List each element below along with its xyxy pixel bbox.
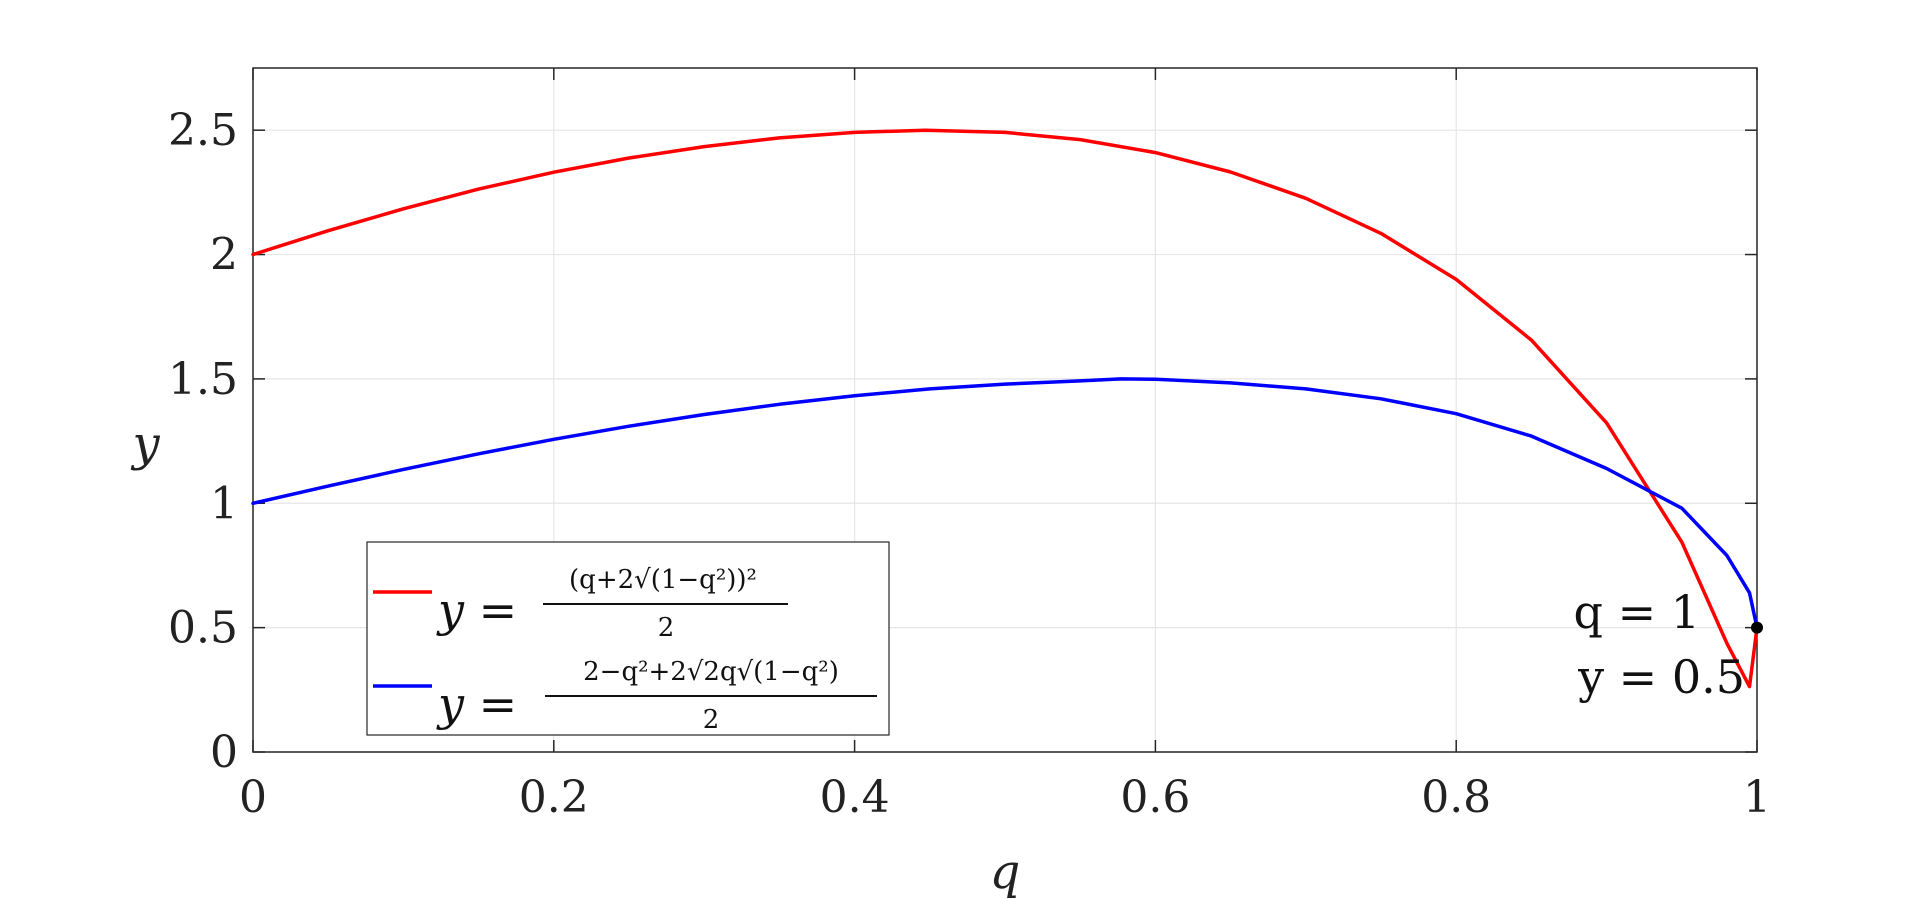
legend-denominator-red: 2 bbox=[658, 613, 675, 643]
legend-numerator-red: (q+2√(1−q²))² bbox=[569, 565, 757, 595]
annotation-line-q: q = 1 bbox=[1574, 585, 1701, 639]
series-line-red bbox=[251, 128, 1759, 689]
legend-entry-blue: y = 2−q²+2√2q√(1−q²) 2 bbox=[373, 657, 877, 735]
tick-labels: 0 0.2 0.4 0.6 0.8 1 0 0.5 1 1.5 2 2.5 bbox=[168, 105, 1771, 823]
legend-denominator-blue: 2 bbox=[703, 705, 720, 735]
series-line-blue bbox=[251, 377, 1759, 630]
x-tick-label: 0.8 bbox=[1421, 772, 1491, 823]
legend-entry-red: y = (q+2√(1−q²))² 2 bbox=[373, 565, 788, 643]
y-tick-label: 0 bbox=[210, 727, 238, 778]
legend-numerator-blue: 2−q²+2√2q√(1−q²) bbox=[583, 657, 839, 687]
y-tick-label: 2 bbox=[210, 230, 238, 281]
legend-lhs-red: y = bbox=[436, 583, 517, 637]
x-tick-label: 0.4 bbox=[820, 772, 890, 823]
endpoint-marker bbox=[1751, 621, 1763, 634]
plot-frame bbox=[252, 67, 1758, 753]
y-tick-label: 2.5 bbox=[168, 105, 238, 156]
series-group bbox=[251, 128, 1759, 689]
y-tick-label: 1.5 bbox=[168, 354, 238, 405]
legend-lhs-blue: y = bbox=[436, 677, 517, 731]
x-tick-label: 0.2 bbox=[519, 772, 589, 823]
y-tick-label: 1 bbox=[210, 478, 238, 529]
legend: y = (q+2√(1−q²))² 2 y = 2−q²+2√2q√(1−q²)… bbox=[366, 541, 890, 736]
legend-box bbox=[366, 541, 890, 736]
x-tick-label: 0.6 bbox=[1120, 772, 1190, 823]
x-tick-label: 1 bbox=[1743, 772, 1771, 823]
y-axis-label: y bbox=[130, 416, 160, 472]
annotation-line-y: y = 0.5 bbox=[1577, 650, 1745, 704]
y-tick-label: 0.5 bbox=[168, 603, 238, 654]
x-tick-label: 0 bbox=[239, 772, 267, 823]
x-axis-label: q bbox=[990, 844, 1021, 899]
